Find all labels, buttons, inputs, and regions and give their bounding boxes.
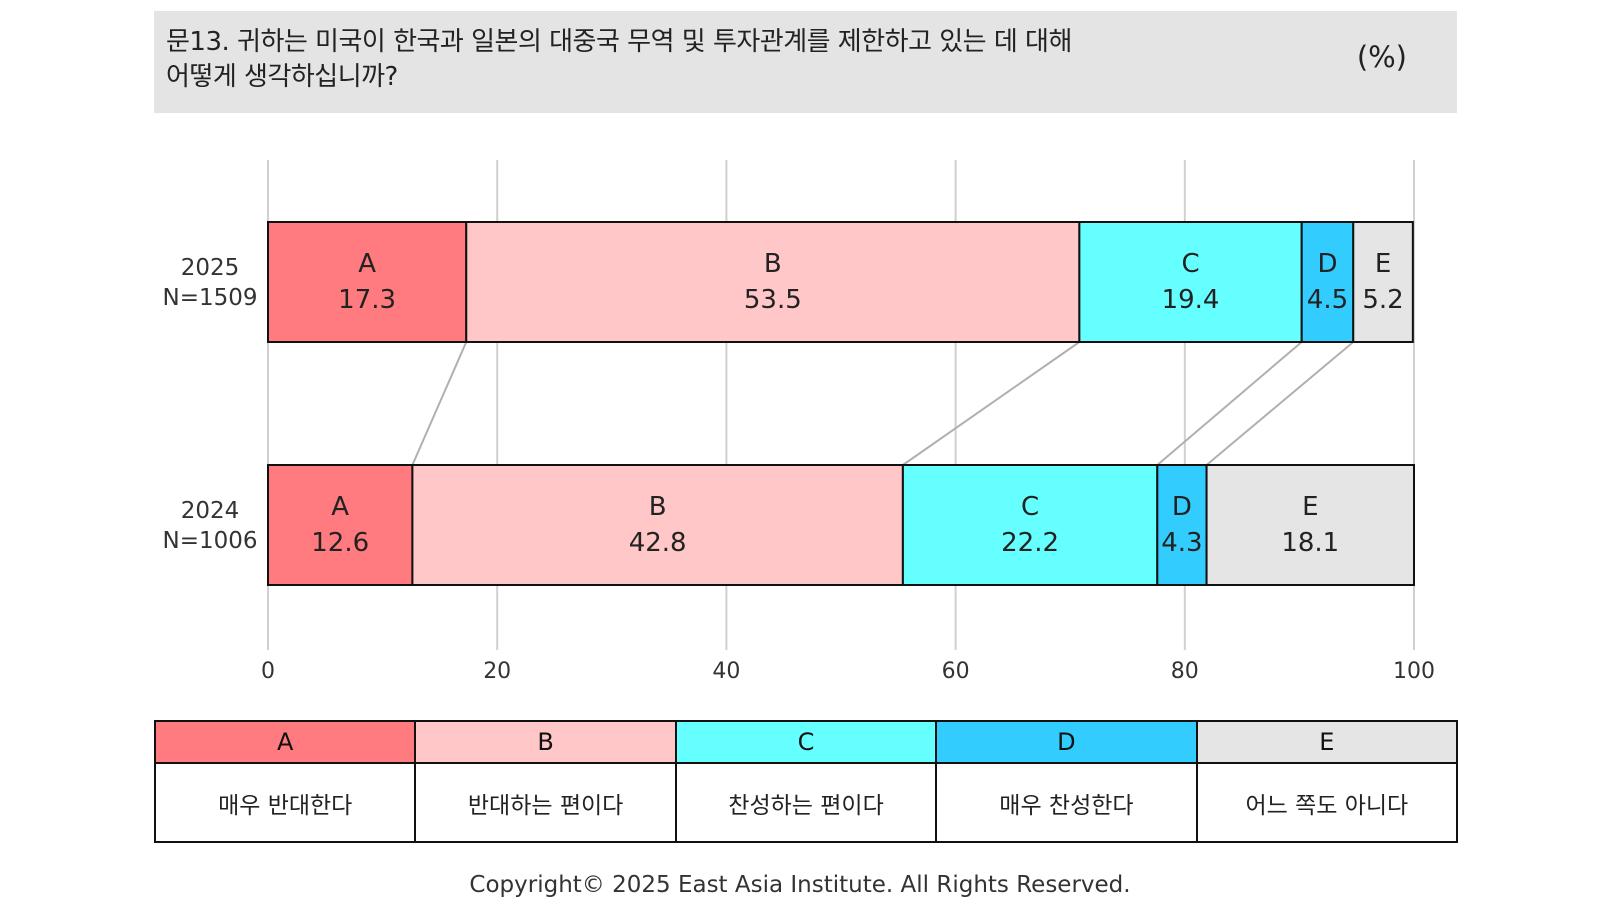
unit-label: (%)	[1356, 40, 1407, 74]
segment-key-2025-d: D	[1317, 249, 1337, 279]
segment-key-2024-e: E	[1302, 492, 1318, 522]
connector-line-a	[411, 341, 468, 466]
bar-segment-2024-a	[267, 464, 414, 586]
segment-key-2025-c: C	[1181, 249, 1199, 279]
legend-column-b: B 반대하는 편이다	[414, 722, 675, 841]
data-label-2024-b: 42.8	[629, 528, 687, 558]
segment-key-2024-a: A	[331, 492, 349, 522]
data-label-2025-e: 5.2	[1362, 285, 1403, 315]
bar-segment-2025-b	[465, 221, 1081, 343]
chart-title: 문13. 귀하는 미국이 한국과 일본의 대중국 무역 및 투자관계를 제한하고…	[166, 25, 1072, 95]
x-tick-label-80: 80	[1171, 659, 1199, 684]
legend-label-a: 매우 반대한다	[218, 792, 353, 819]
legend-key-c: C	[676, 722, 936, 764]
segment-key-2025-a: A	[358, 249, 376, 279]
copyright-notice: Copyright© 2025 East Asia Institute. All…	[469, 872, 1131, 898]
bar-segment-2024-b	[411, 464, 904, 586]
bar-segment-2025-e	[1352, 221, 1414, 343]
segment-key-2025-e: E	[1375, 249, 1391, 279]
bar-segment-2025-d	[1300, 221, 1355, 343]
x-tick-label-40: 40	[712, 659, 740, 684]
legend-column-c: C 찬성하는 편이다	[674, 722, 936, 841]
x-tick-label-0: 0	[261, 659, 275, 684]
legend-key-b: B	[416, 722, 675, 764]
bar-segment-2025-a	[267, 221, 468, 343]
category-label-2024: 2024	[181, 498, 240, 524]
bar-segment-2025-c	[1078, 221, 1303, 343]
title-line-1: 문13. 귀하는 미국이 한국과 일본의 대중국 무역 및 투자관계를 제한하고…	[166, 27, 1072, 57]
sample-size-label-2024: N=1006	[162, 528, 257, 554]
bar-segment-2024-d	[1156, 464, 1208, 586]
legend-column-d: D 매우 찬성한다	[935, 722, 1196, 841]
bar-segment-2024-c	[901, 464, 1159, 586]
data-label-2025-a: 17.3	[338, 285, 396, 315]
data-label-2025-d: 4.5	[1307, 285, 1348, 315]
x-tick-label-60: 60	[942, 659, 970, 684]
legend-key-e: E	[1197, 722, 1457, 764]
title-line-2: 어떻게 생각하십니까?	[166, 62, 398, 92]
data-label-2025-c: 19.4	[1162, 285, 1220, 315]
connector-line-c	[1156, 341, 1303, 466]
segment-key-2024-d: D	[1172, 492, 1192, 522]
legend-label-e: 어느 쪽도 아니다	[1245, 792, 1409, 819]
legend-table: A 매우 반대한다 B 반대하는 편이다 C 찬성하는 편이다 D 매우 찬성한…	[154, 720, 1458, 843]
legend-label-d: 매우 찬성한다	[999, 792, 1134, 819]
data-label-2024-e: 18.1	[1281, 528, 1339, 558]
data-label-2024-d: 4.3	[1161, 528, 1202, 558]
sample-size-label-2025: N=1509	[162, 285, 257, 311]
legend-column-a: A 매우 반대한다	[156, 722, 415, 841]
data-label-2025-b: 53.5	[744, 285, 802, 315]
legend-label-c: 찬성하는 편이다	[728, 792, 884, 819]
legend-key-d: D	[937, 722, 1196, 764]
title-box: 문13. 귀하는 미국이 한국과 일본의 대중국 무역 및 투자관계를 제한하고…	[154, 11, 1457, 113]
bar-segment-2024-e	[1205, 464, 1415, 586]
legend-column-e: E 어느 쪽도 아니다	[1195, 722, 1457, 841]
connector-line-b	[902, 341, 1080, 466]
connector-line-d	[1205, 341, 1354, 466]
legend-label-b: 반대하는 편이다	[467, 792, 624, 819]
segment-key-2024-c: C	[1021, 492, 1039, 522]
segment-key-2025-b: B	[764, 249, 782, 279]
data-label-2024-a: 12.6	[311, 528, 369, 558]
x-tick-label-20: 20	[483, 659, 511, 684]
stacked-bar-chart: 0 20 40 60 80 100 A 17.3 B 53.5 C 19.4 D 4.5 E 5.2 2025 N…	[162, 160, 1435, 684]
x-tick-label-100: 100	[1393, 659, 1435, 684]
legend-key-a: A	[156, 722, 415, 764]
data-label-2024-c: 22.2	[1001, 528, 1059, 558]
segment-key-2024-b: B	[649, 492, 667, 522]
category-label-2025: 2025	[181, 255, 240, 281]
